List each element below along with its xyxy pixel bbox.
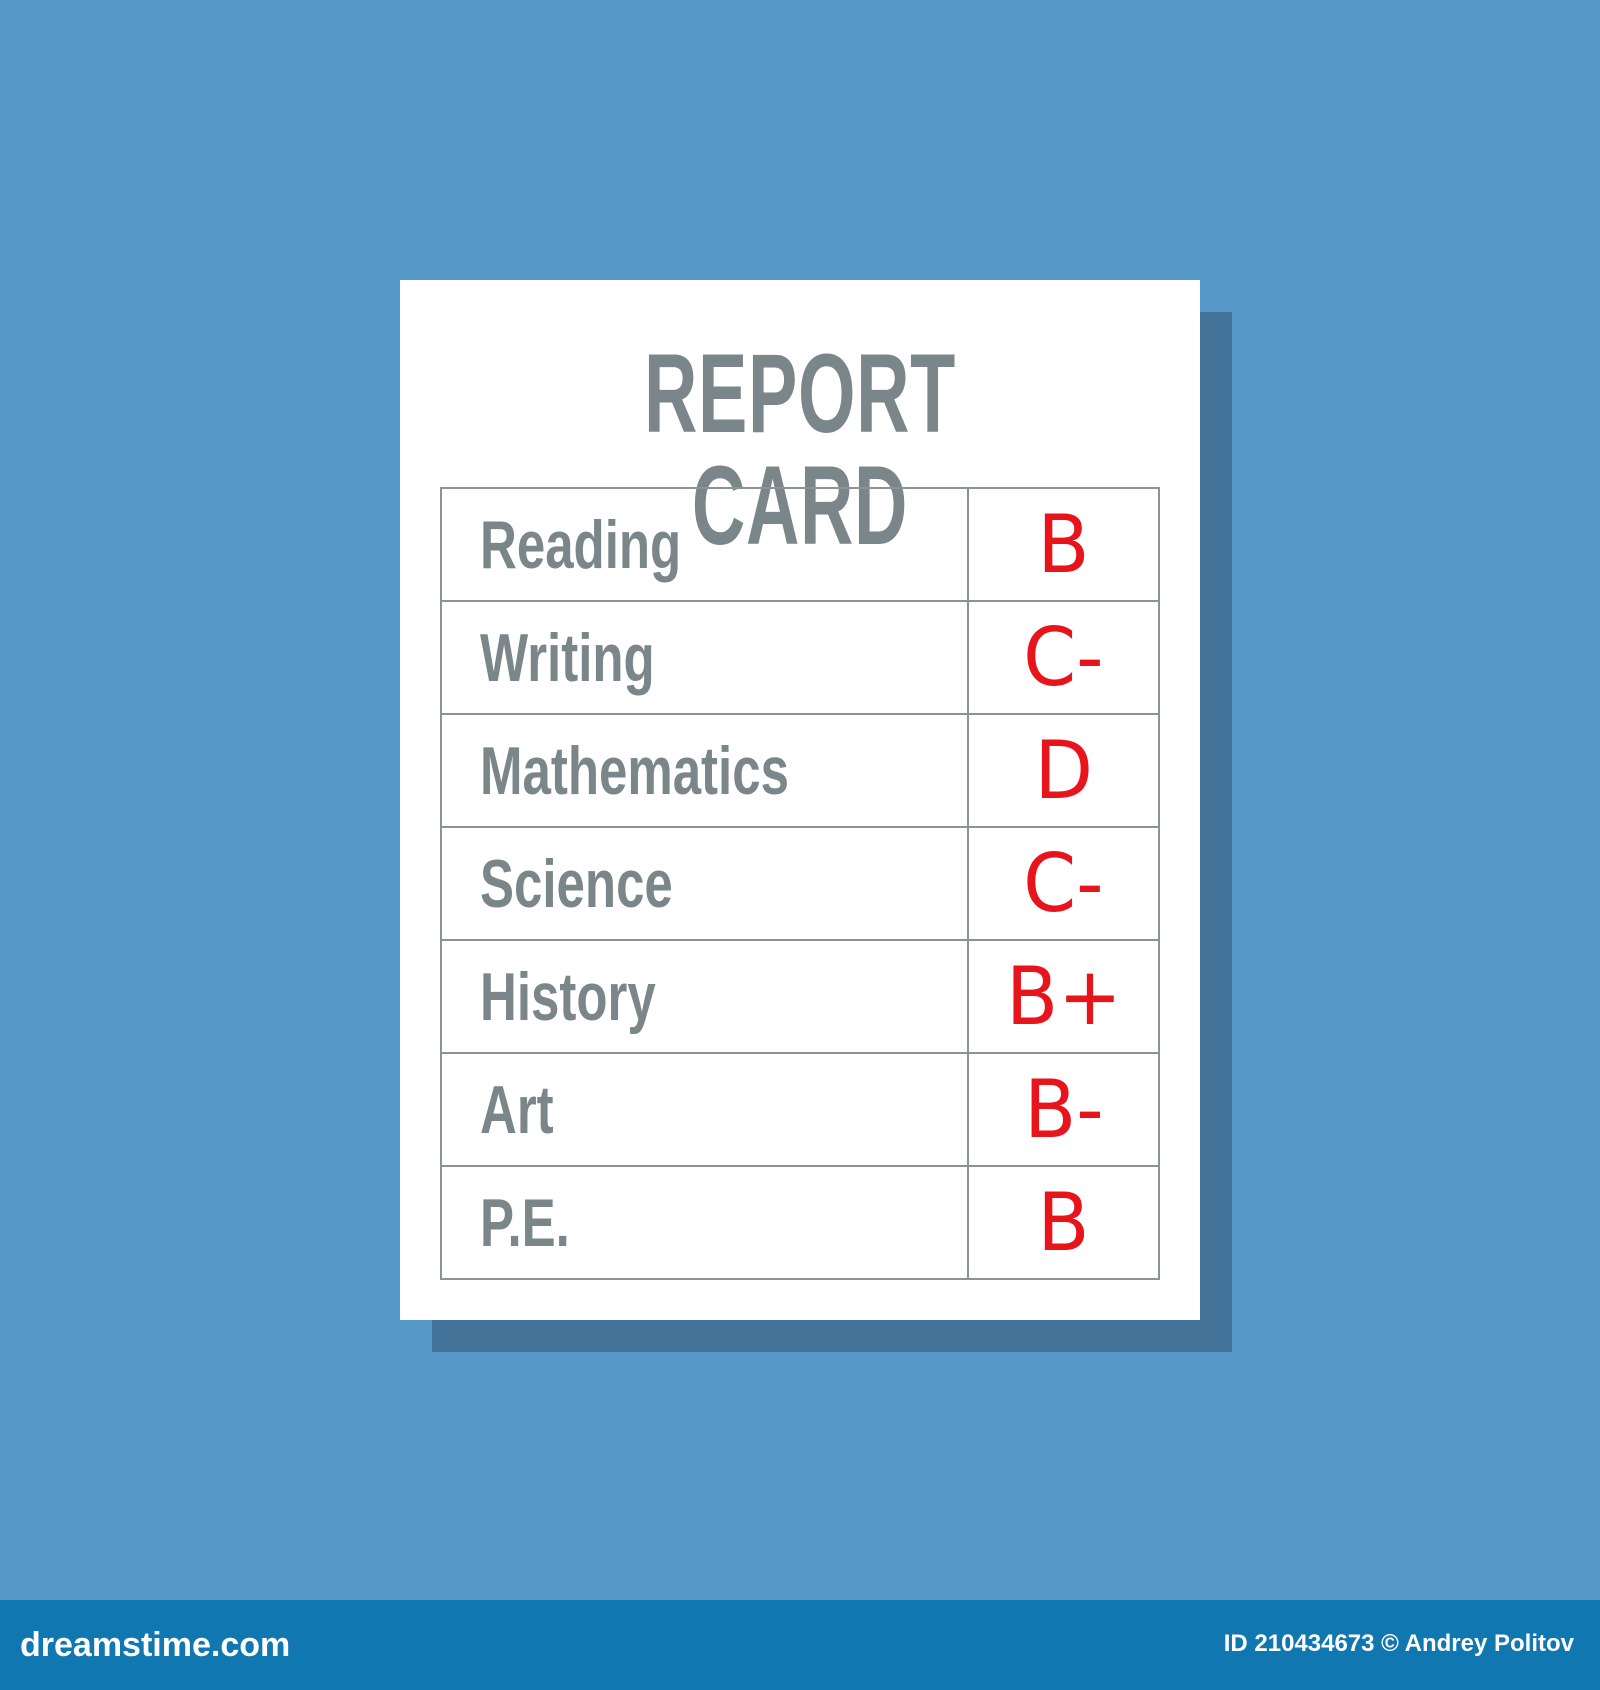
grade-value: B+ xyxy=(1005,950,1122,1043)
grade-value: B xyxy=(1037,1176,1090,1269)
image-credit: ID 210434673 © Andrey Politov xyxy=(1223,1630,1574,1657)
table-row: P.E. B xyxy=(440,1165,1160,1280)
subject-label: Art xyxy=(480,1071,554,1148)
subject-label: History xyxy=(480,958,656,1035)
subject-cell: P.E. xyxy=(440,1165,969,1280)
grade-cell: C- xyxy=(967,826,1160,941)
subject-label: Writing xyxy=(480,619,655,696)
table-row: Writing C- xyxy=(440,600,1160,715)
subject-label: Reading xyxy=(480,506,682,583)
grade-cell: C- xyxy=(967,600,1160,715)
grade-cell: B- xyxy=(967,1052,1160,1167)
subject-cell: Art xyxy=(440,1052,969,1167)
subject-cell: Writing xyxy=(440,600,969,715)
subject-cell: Reading xyxy=(440,487,969,602)
subject-label: Science xyxy=(480,845,673,922)
table-row: Mathematics D xyxy=(440,713,1160,828)
report-card: REPORT CARD Reading B Writing C- Mathematics… xyxy=(400,280,1200,1320)
subject-cell: Science xyxy=(440,826,969,941)
table-row: History B+ xyxy=(440,939,1160,1054)
brand-logo-text: dreamstime.com xyxy=(20,1626,291,1664)
grade-value: B xyxy=(1037,498,1090,591)
grade-value: C- xyxy=(1023,611,1104,704)
table-row: Science C- xyxy=(440,826,1160,941)
grade-value: C- xyxy=(1023,837,1104,930)
subject-label: Mathematics xyxy=(480,732,789,809)
grade-cell: B+ xyxy=(967,939,1160,1054)
grade-cell: B xyxy=(967,1165,1160,1280)
grade-cell: B xyxy=(967,487,1160,602)
grade-value: D xyxy=(1034,724,1093,817)
subject-cell: History xyxy=(440,939,969,1054)
grades-table: Reading B Writing C- Mathematics D Science C- Hi… xyxy=(440,487,1160,1280)
table-row: Art B- xyxy=(440,1052,1160,1167)
subject-label: P.E. xyxy=(480,1184,570,1261)
watermark-footer: dreamstime.com ID 210434673 © Andrey Pol… xyxy=(0,1600,1600,1690)
table-row: Reading B xyxy=(440,487,1160,602)
subject-cell: Mathematics xyxy=(440,713,969,828)
grade-value: B- xyxy=(1023,1063,1104,1156)
grade-cell: D xyxy=(967,713,1160,828)
